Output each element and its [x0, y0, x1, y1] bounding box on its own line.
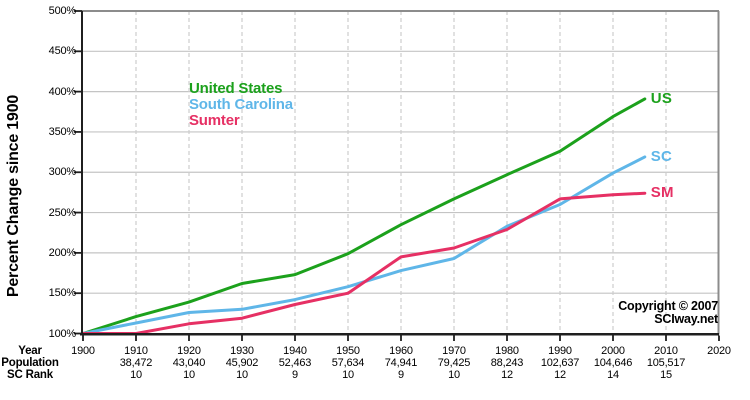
year-label-1920: 1920	[177, 345, 201, 357]
population-value-1960: 74,941	[384, 357, 418, 369]
population-value-1920: 43,040	[172, 357, 206, 369]
sc-rank-value-1940: 9	[292, 369, 298, 381]
axes	[80, 11, 719, 336]
year-label-1900: 1900	[71, 345, 95, 357]
legend-item-south-carolina: South Carolina	[189, 96, 293, 113]
sc-rank-value-2000: 14	[607, 369, 619, 381]
year-label-1910: 1910	[124, 345, 148, 357]
series-line-sm	[81, 191, 647, 335]
plot-borders	[82, 10, 720, 335]
sc-rank-value-1960: 9	[398, 369, 404, 381]
y-axis-title: Percent Change since 1900	[5, 94, 22, 298]
legend: United States South Carolina Sumter	[189, 81, 293, 129]
row-header-year: Year	[18, 345, 42, 357]
row-header-population: Population	[1, 357, 59, 369]
population-value-2010: 105,517	[646, 357, 686, 369]
copyright-line-2: SCIway.net	[654, 311, 718, 326]
year-label-2000: 2000	[601, 345, 625, 357]
sc-rank-value-1990: 12	[554, 369, 566, 381]
sc-rank-value-1910: 10	[130, 369, 142, 381]
y-tick-label-500: 500%	[48, 5, 77, 17]
series-end-label-us: US	[650, 89, 673, 107]
population-value-1950: 57,634	[331, 357, 365, 369]
population-value-1990: 102,637	[540, 357, 580, 369]
population-value-1970: 79,425	[437, 357, 471, 369]
legend-item-united-states: United States	[189, 80, 283, 97]
sc-rank-value-1920: 10	[183, 369, 195, 381]
year-label-1990: 1990	[548, 345, 572, 357]
year-label-1980: 1980	[495, 345, 519, 357]
row-header-sc-rank: SC Rank	[7, 369, 53, 381]
y-axis-ticks	[74, 10, 82, 335]
y-tick-label-100: 100%	[48, 327, 77, 340]
y-tick-label-300: 300%	[48, 166, 77, 179]
population-value-1940: 52,463	[278, 357, 312, 369]
sc-rank-value-2010: 15	[660, 369, 672, 381]
sc-rank-value-1950: 10	[342, 369, 354, 381]
series-end-label-sc: SC	[650, 147, 673, 165]
year-label-1940: 1940	[283, 345, 307, 357]
sc-rank-value-1970: 10	[448, 369, 460, 381]
population-value-1930: 45,902	[225, 357, 259, 369]
year-label-1960: 1960	[389, 345, 413, 357]
y-tick-label-400: 400%	[48, 85, 77, 98]
y-tick-label-150: 150%	[48, 287, 77, 300]
y-tick-label-200: 200%	[48, 246, 77, 259]
x-axis-ticks	[82, 335, 720, 341]
year-label-1950: 1950	[336, 345, 360, 357]
series-end-label-sm: SM	[650, 184, 674, 202]
population-value-2000: 104,646	[593, 357, 633, 369]
series-lines	[81, 97, 647, 335]
year-label-1970: 1970	[442, 345, 466, 357]
y-tick-label-450: 450%	[48, 45, 77, 58]
sc-rank-value-1930: 10	[236, 369, 248, 381]
legend-item-sumter: Sumter	[189, 112, 240, 129]
copyright: Copyright © 2007 SCIway.net	[618, 300, 718, 325]
population-value-1980: 88,243	[490, 357, 524, 369]
year-label-2010: 2010	[654, 345, 678, 357]
population-value-1910: 38,472	[119, 357, 153, 369]
series-line-us	[81, 97, 647, 335]
copyright-line-1: Copyright © 2007	[618, 299, 718, 313]
sc-rank-value-1980: 12	[501, 369, 513, 381]
y-tick-label-250: 250%	[48, 206, 77, 219]
y-tick-label-350: 350%	[48, 125, 77, 138]
year-label-2020: 2020	[707, 345, 731, 357]
year-label-1930: 1930	[230, 345, 254, 357]
